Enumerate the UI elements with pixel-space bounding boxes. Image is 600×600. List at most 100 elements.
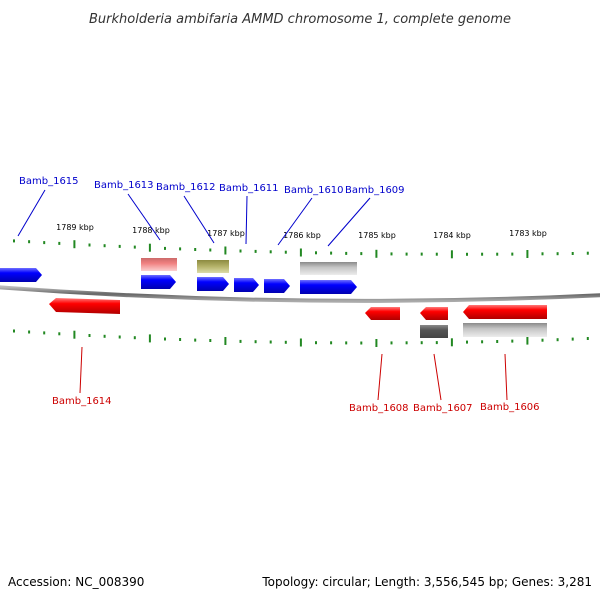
gene-bamb-1607-arrow[interactable]: [420, 307, 448, 320]
lower-minor-tick: [360, 341, 363, 345]
gene-bamb-1606-arrow[interactable]: [463, 305, 547, 319]
gene-label-bamb-1607[interactable]: Bamb_1607: [413, 403, 473, 414]
gene-homolog-gray-box-lower[interactable]: [463, 323, 547, 337]
lower-minor-tick: [13, 329, 15, 333]
upper-minor-tick: [269, 250, 272, 254]
gene-label-bamb-1610[interactable]: Bamb_1610: [284, 185, 344, 196]
upper-minor-tick: [209, 248, 212, 252]
gene-homolog-gray-box-upper[interactable]: [300, 262, 357, 275]
gene-label-bamb-1606[interactable]: Bamb_1606: [480, 402, 540, 413]
gene-bamb-1609-arrow[interactable]: [300, 280, 357, 294]
lower-minor-tick: [541, 338, 544, 342]
gene-homolog-dark-gray-box[interactable]: [420, 325, 448, 338]
genome-summary-text: Topology: circular; Length: 3,556,545 bp…: [261, 575, 592, 589]
upper-minor-tick: [541, 252, 544, 256]
gene-homolog-olive-box[interactable]: [197, 260, 229, 273]
gene-bamb-1608-arrow[interactable]: [365, 307, 400, 320]
kbp-label-1787: 1787 kbp: [207, 229, 245, 238]
upper-minor-tick: [556, 252, 559, 256]
lower-minor-tick: [284, 340, 287, 344]
upper-minor-tick: [164, 246, 166, 250]
upper-minor-tick: [481, 252, 484, 256]
minus-gene-callouts: [79, 346, 508, 401]
upper-minor-tick: [13, 239, 15, 243]
upper-minor-tick: [88, 243, 91, 247]
upper-minor-tick: [435, 252, 438, 256]
kbp-label-1784: 1784 kbp: [433, 231, 471, 240]
upper-minor-tick: [133, 245, 136, 249]
lower-minor-tick: [420, 341, 423, 345]
lower-major-tick: [73, 330, 76, 339]
gene-label-bamb-1613[interactable]: Bamb_1613: [94, 180, 154, 191]
gene-label-bamb-1609[interactable]: Bamb_1609: [345, 185, 405, 196]
gene-label-bamb-1608[interactable]: Bamb_1608: [349, 403, 409, 414]
callout-line-bamb-1607: [433, 353, 442, 401]
lower-minor-tick: [315, 341, 317, 345]
upper-minor-tick: [43, 241, 46, 245]
gene-bamb-1615-arrow[interactable]: [0, 268, 42, 282]
upper-minor-tick: [179, 247, 182, 251]
upper-minor-tick: [360, 252, 363, 256]
lower-minor-tick: [179, 338, 182, 341]
lower-minor-tick: [330, 341, 333, 345]
kbp-label-1786: 1786 kbp: [283, 231, 321, 240]
plus-strand-genes: [0, 258, 357, 294]
minus-strand-genes: [49, 298, 547, 338]
callout-line-bamb-1606: [504, 353, 508, 401]
upper-major-tick: [526, 250, 529, 258]
upper-major-tick: [299, 248, 302, 257]
kbp-scale: 1789 kbp 1788 kbp 1787 kbp 1786 kbp 1785…: [56, 223, 547, 240]
gene-bamb-1614-arrow[interactable]: [49, 298, 120, 314]
lower-minor-tick: [43, 331, 46, 335]
lower-minor-tick: [28, 330, 31, 334]
plus-gene-labels: Bamb_1615 Bamb_1613 Bamb_1612 Bamb_1611 …: [19, 176, 405, 196]
lower-major-tick: [299, 338, 302, 347]
gene-label-bamb-1612[interactable]: Bamb_1612: [156, 182, 216, 193]
upper-minor-tick: [405, 252, 408, 256]
lower-major-tick: [526, 336, 529, 345]
lower-minor-tick: [481, 340, 484, 344]
gene-label-bamb-1615[interactable]: Bamb_1615: [19, 176, 79, 187]
upper-minor-tick: [194, 248, 197, 251]
upper-minor-tick: [254, 249, 257, 253]
lower-minor-tick: [556, 338, 559, 342]
lower-major-tick: [450, 338, 453, 347]
lower-minor-tick: [239, 339, 242, 343]
lower-minor-tick: [511, 339, 514, 343]
callout-line-bamb-1613: [127, 193, 161, 241]
upper-minor-tick: [58, 241, 61, 245]
gene-homolog-pink-box[interactable]: [141, 258, 177, 271]
gene-bamb-1613-arrow[interactable]: [141, 275, 176, 289]
upper-minor-tick: [103, 244, 106, 248]
upper-minor-tick: [239, 249, 242, 253]
upper-major-tick: [148, 243, 151, 252]
gene-label-bamb-1614[interactable]: Bamb_1614: [52, 396, 112, 407]
gene-label-bamb-1611[interactable]: Bamb_1611: [219, 183, 279, 194]
lower-major-tick: [148, 334, 151, 343]
gene-bamb-1611-arrow[interactable]: [234, 278, 259, 292]
lower-minor-tick: [88, 334, 91, 337]
upper-minor-tick: [466, 252, 468, 256]
upper-minor-tick: [28, 240, 31, 244]
gene-bamb-1612-arrow[interactable]: [197, 277, 229, 291]
accession-text: Accession: NC_008390: [8, 575, 144, 589]
lower-minor-tick: [58, 332, 61, 336]
gene-bamb-1610-arrow[interactable]: [264, 279, 290, 293]
callout-line-bamb-1609: [327, 197, 371, 247]
upper-major-tick: [224, 246, 227, 255]
lower-minor-tick: [194, 338, 197, 342]
upper-minor-tick: [284, 250, 287, 254]
upper-minor-tick: [586, 251, 589, 255]
lower-minor-tick: [496, 340, 499, 343]
lower-minor-tick: [466, 340, 468, 344]
kbp-label-1789: 1789 kbp: [56, 223, 94, 232]
upper-major-tick: [450, 250, 453, 259]
upper-minor-tick: [390, 252, 393, 256]
lower-minor-tick: [571, 337, 574, 341]
lower-minor-tick: [164, 337, 166, 341]
callout-line-bamb-1612: [183, 195, 215, 244]
callout-line-bamb-1615: [17, 189, 46, 237]
minus-gene-labels: Bamb_1614 Bamb_1608 Bamb_1607 Bamb_1606: [52, 396, 540, 414]
upper-minor-tick: [496, 252, 499, 256]
